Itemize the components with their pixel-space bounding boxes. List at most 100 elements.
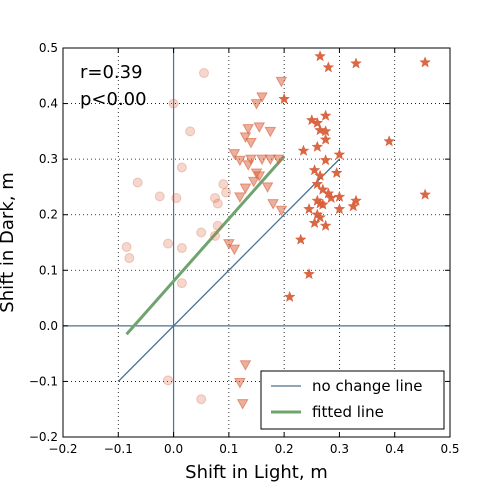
- data-point-triangle: [250, 99, 263, 110]
- data-point-star: [319, 109, 332, 121]
- data-point-star: [311, 140, 324, 152]
- data-point-star: [322, 61, 335, 73]
- data-point-star: [311, 177, 324, 190]
- legend-box: [260, 370, 445, 430]
- data-point-star: [278, 92, 291, 105]
- data-point-star: [333, 190, 346, 202]
- data-point-triangle: [256, 154, 268, 166]
- legend-entry-no-change-line: no change line: [312, 377, 423, 395]
- data-point-circle: [171, 193, 182, 204]
- no-change-line: [117, 158, 340, 382]
- legend-entry-fitted-line: fitted line: [312, 403, 384, 421]
- data-point-triangle: [223, 239, 235, 250]
- data-point-triangle: [264, 154, 277, 166]
- data-point-star: [316, 198, 329, 210]
- data-point-triangle: [253, 122, 266, 133]
- data-point-star: [314, 211, 326, 223]
- y-tick-label: 0.1: [39, 263, 58, 277]
- data-point-circle: [168, 98, 179, 109]
- y-axis-label: Shift in Dark, m: [0, 172, 18, 312]
- data-point-circle: [210, 193, 221, 204]
- data-point-star: [330, 166, 343, 179]
- data-point-star: [319, 154, 332, 166]
- data-point-star: [350, 194, 362, 206]
- x-tick-label: −0.1: [104, 442, 133, 456]
- data-point-triangle: [275, 205, 288, 217]
- legend: no change line fitted line: [260, 370, 445, 430]
- data-point-triangle: [242, 160, 255, 171]
- data-point-circle: [132, 177, 143, 188]
- data-point-star: [316, 183, 329, 195]
- data-point-circle: [212, 220, 223, 231]
- y-tick-label: 0.3: [39, 152, 58, 166]
- x-tick-label: 0.2: [275, 442, 294, 456]
- data-point-star: [322, 187, 335, 199]
- data-point-star: [314, 169, 326, 181]
- data-point-star: [314, 50, 326, 62]
- data-point-triangle: [234, 192, 246, 203]
- data-point-star: [419, 56, 432, 68]
- x-tick-label: 0.1: [219, 442, 238, 456]
- data-point-star: [419, 188, 432, 200]
- x-tick-label: 0.3: [330, 442, 349, 456]
- data-point-star: [305, 114, 318, 126]
- data-point-triangle: [245, 154, 257, 166]
- data-point-star: [294, 233, 307, 245]
- y-tick-label: −0.1: [29, 374, 58, 388]
- data-point-triangle: [239, 183, 252, 195]
- data-point-triangle: [264, 126, 277, 138]
- data-point-triangle: [272, 154, 285, 166]
- data-point-triangle: [239, 132, 252, 143]
- reference-lines: [117, 155, 340, 382]
- data-points: [121, 50, 432, 410]
- data-point-circle: [176, 162, 187, 173]
- data-point-circle: [221, 187, 232, 198]
- data-point-circle: [124, 253, 135, 264]
- data-point-circle: [176, 243, 187, 254]
- data-point-circle: [176, 278, 187, 289]
- data-point-triangle: [247, 176, 260, 188]
- data-point-circle: [163, 238, 174, 249]
- x-tick-label: 0.4: [385, 442, 404, 456]
- data-point-circle: [198, 68, 209, 79]
- data-point-triangle: [239, 360, 252, 371]
- data-point-triangle: [242, 124, 255, 135]
- data-point-triangle: [234, 378, 246, 389]
- data-point-star: [308, 216, 321, 229]
- data-point-star: [319, 219, 332, 231]
- fitted-line: [125, 155, 286, 336]
- annotation-r-value: r=0.39: [80, 62, 143, 83]
- data-point-triangle: [228, 244, 241, 256]
- data-point-triangle: [253, 171, 266, 182]
- data-point-triangle: [261, 182, 274, 193]
- data-point-circle: [210, 230, 221, 241]
- axis-ticks: −0.2 −0.1 0.0 0.1 0.2 0.3 0.4 0.5 −0.2 −0.1 0.0 0.1…: [29, 41, 460, 456]
- data-point-star: [303, 202, 315, 215]
- data-point-star: [303, 267, 315, 280]
- annotation-p-value: p<0.00: [80, 89, 147, 110]
- plot-frame: [62, 47, 451, 438]
- x-tick-label: −0.2: [48, 442, 77, 456]
- data-point-circle: [218, 179, 229, 190]
- data-point-star: [308, 164, 321, 176]
- x-axis-label: Shift in Light, m: [185, 462, 328, 483]
- data-point-circle: [196, 227, 207, 238]
- data-point-star: [297, 144, 310, 156]
- data-point-circle: [185, 126, 196, 137]
- data-point-circle: [163, 375, 174, 386]
- data-point-star: [319, 133, 332, 145]
- y-tick-label: 0.0: [39, 319, 58, 333]
- data-point-star: [383, 135, 396, 147]
- x-tick-label: 0.0: [164, 442, 183, 456]
- data-point-star: [283, 290, 296, 302]
- data-point-circle: [121, 241, 132, 252]
- data-point-triangle: [228, 149, 241, 160]
- x-tick-label: 0.5: [440, 442, 459, 456]
- data-point-circle: [196, 394, 207, 405]
- data-point-star: [333, 148, 346, 160]
- y-tick-label: 0.4: [39, 97, 58, 111]
- data-point-triangle: [245, 137, 257, 149]
- data-point-star: [347, 200, 360, 212]
- data-point-star: [350, 57, 362, 69]
- zero-reference-lines: [63, 48, 450, 437]
